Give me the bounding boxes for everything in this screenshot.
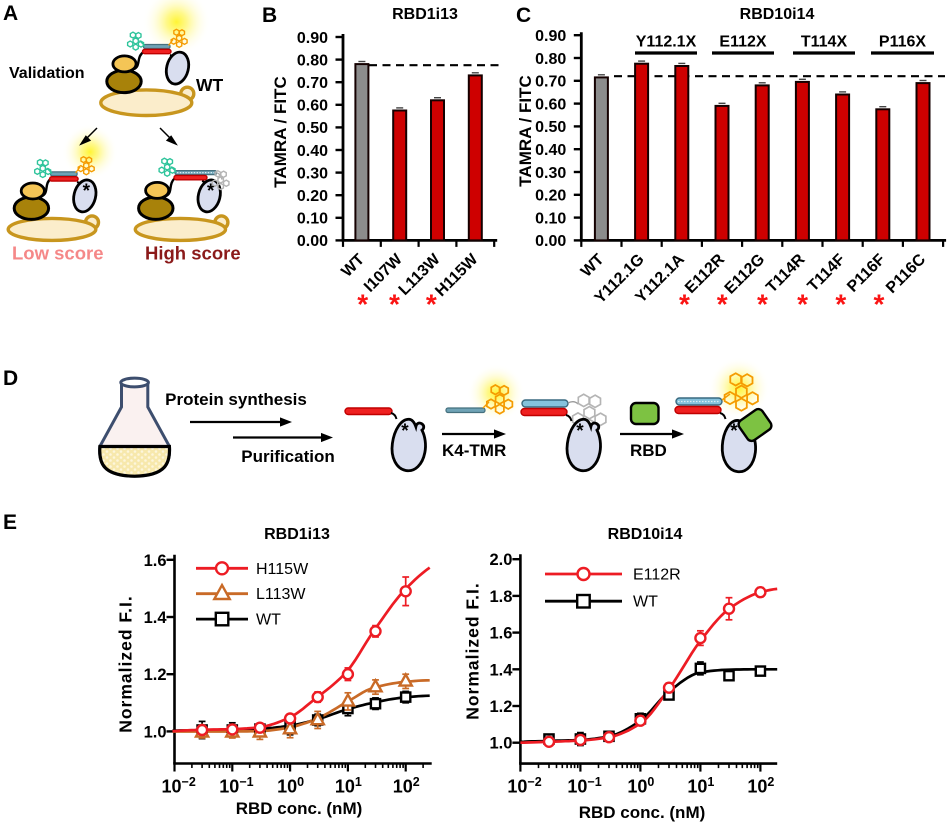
svg-text:*: *	[401, 421, 409, 442]
svg-text:*: *	[389, 288, 400, 319]
svg-text:0.70: 0.70	[297, 75, 328, 92]
svg-text:E112X: E112X	[719, 34, 766, 51]
svg-text:0.40: 0.40	[535, 142, 566, 159]
svg-text:*: *	[757, 288, 768, 319]
svg-text:1.6: 1.6	[144, 552, 167, 570]
svg-text:1.8: 1.8	[489, 588, 512, 606]
svg-text:RBD conc. (nM): RBD conc. (nM)	[236, 799, 363, 818]
svg-text:0.80: 0.80	[297, 52, 328, 69]
svg-text:*: *	[730, 421, 738, 442]
svg-text:0.40: 0.40	[297, 143, 328, 160]
svg-text:RBD1i13: RBD1i13	[392, 6, 458, 23]
svg-text:1.2: 1.2	[144, 666, 167, 684]
svg-text:TAMRA / FITC: TAMRA / FITC	[516, 75, 535, 186]
svg-text:RBD10i14: RBD10i14	[740, 6, 815, 23]
svg-text:K4-TMR: K4-TMR	[442, 441, 506, 460]
svg-text:Validation: Validation	[9, 65, 85, 82]
svg-text:*: *	[679, 288, 690, 319]
svg-text:0.70: 0.70	[535, 74, 566, 91]
svg-text:C: C	[516, 4, 531, 27]
svg-text:0.90: 0.90	[535, 28, 566, 45]
svg-text:0.80: 0.80	[535, 51, 566, 68]
svg-text:0.20: 0.20	[535, 188, 566, 205]
svg-text:RBD1i13: RBD1i13	[264, 526, 330, 543]
svg-text:H115W: H115W	[256, 561, 309, 578]
svg-text:0.00: 0.00	[297, 233, 328, 250]
svg-text:*: *	[83, 181, 91, 202]
svg-text:0.50: 0.50	[535, 119, 566, 136]
svg-text:*: *	[717, 288, 728, 319]
svg-text:0.50: 0.50	[297, 120, 328, 137]
svg-text:0.60: 0.60	[297, 98, 328, 115]
svg-text:TAMRA / FITC: TAMRA / FITC	[271, 76, 290, 187]
svg-text:High score: High score	[145, 243, 241, 264]
svg-text:0.10: 0.10	[535, 210, 566, 227]
svg-text:0.90: 0.90	[297, 30, 328, 47]
svg-text:L113W: L113W	[256, 586, 306, 603]
svg-text:*: *	[835, 288, 846, 319]
svg-text:0.10: 0.10	[297, 211, 328, 228]
svg-text:*: *	[426, 288, 437, 319]
svg-text:0.60: 0.60	[535, 96, 566, 113]
svg-text:*: *	[874, 288, 885, 319]
svg-text:WT: WT	[633, 594, 658, 611]
svg-text:E112R: E112R	[633, 567, 681, 584]
svg-text:1.6: 1.6	[489, 625, 512, 643]
svg-text:0.30: 0.30	[297, 165, 328, 182]
svg-text:Low score: Low score	[12, 243, 104, 264]
svg-text:1.0: 1.0	[489, 735, 512, 753]
svg-text:0.30: 0.30	[535, 165, 566, 182]
svg-text:T114X: T114X	[801, 34, 848, 51]
svg-text:RBD conc. (nM): RBD conc. (nM)	[579, 803, 706, 822]
svg-text:WT: WT	[196, 75, 224, 95]
svg-text:*: *	[207, 181, 215, 202]
svg-text:RBD10i14: RBD10i14	[608, 526, 683, 543]
svg-text:P116X: P116X	[879, 34, 926, 51]
svg-text:Purification: Purification	[241, 447, 335, 466]
svg-text:Y112.1X: Y112.1X	[636, 34, 697, 51]
svg-text:RBD: RBD	[630, 441, 667, 460]
svg-text:D: D	[3, 367, 18, 390]
svg-text:*: *	[576, 421, 584, 442]
svg-text:B: B	[262, 4, 277, 27]
svg-text:*: *	[357, 288, 368, 319]
svg-text:0.20: 0.20	[297, 188, 328, 205]
svg-text:1.0: 1.0	[144, 723, 167, 741]
svg-text:WT: WT	[256, 612, 281, 629]
svg-text:A: A	[3, 2, 18, 25]
svg-text:2.0: 2.0	[489, 551, 512, 569]
svg-text:0.00: 0.00	[535, 233, 566, 250]
svg-text:1.2: 1.2	[489, 698, 512, 716]
svg-text:*: *	[797, 288, 808, 319]
svg-text:1.4: 1.4	[144, 609, 168, 627]
svg-text:Normalized F.I.: Normalized F.I.	[115, 595, 135, 733]
svg-text:1.4: 1.4	[489, 661, 513, 679]
svg-text:Normalized F.I.: Normalized F.I.	[463, 582, 483, 720]
svg-text:Protein synthesis: Protein synthesis	[165, 390, 307, 409]
svg-text:E: E	[3, 511, 17, 534]
